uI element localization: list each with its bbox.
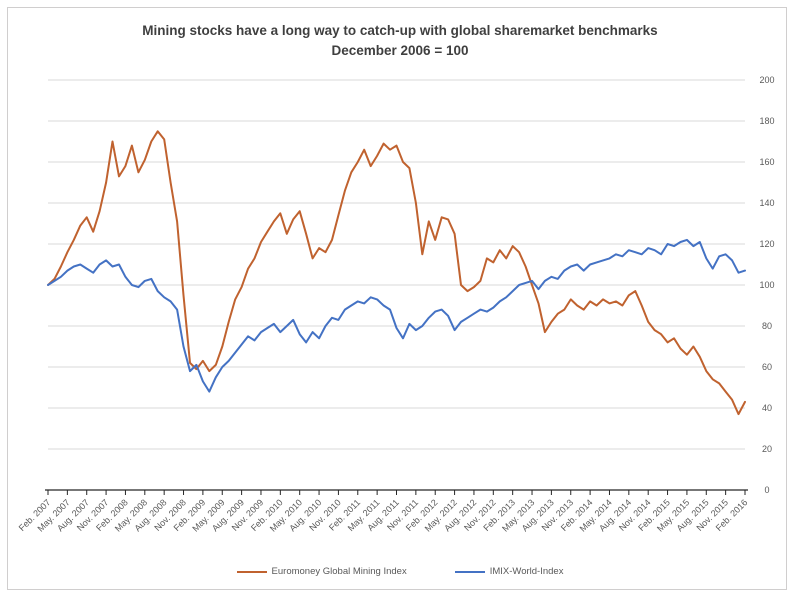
legend-label-world: IMIX-World-Index bbox=[489, 566, 564, 577]
y-axis-tick-label: 160 bbox=[759, 157, 774, 167]
y-axis-tick-label: 40 bbox=[762, 403, 772, 413]
y-axis-tick-label: 20 bbox=[762, 444, 772, 454]
legend-swatch-mining bbox=[236, 570, 267, 573]
y-axis-tick-label: 180 bbox=[759, 116, 774, 126]
y-axis-tick-label: 100 bbox=[759, 280, 774, 290]
series-line-0 bbox=[47, 130, 746, 416]
chart-title: Mining stocks have a long way to catch-u… bbox=[142, 23, 658, 38]
y-axis-tick-label: 140 bbox=[759, 198, 774, 208]
y-axis-tick-label: 200 bbox=[759, 75, 774, 85]
y-axis-tick-label: 120 bbox=[759, 239, 774, 249]
y-axis-tick-label: 80 bbox=[762, 321, 772, 331]
y-axis-tick-label: 60 bbox=[762, 362, 772, 372]
chart-subtitle: December 2006 = 100 bbox=[331, 43, 469, 58]
legend-item-mining: Euromoney Global Mining Index bbox=[236, 566, 407, 577]
chart-title-block: Mining stocks have a long way to catch-u… bbox=[0, 21, 800, 61]
chart-legend: Euromoney Global Mining Index IMIX-World… bbox=[0, 566, 800, 577]
legend-swatch-world bbox=[454, 570, 485, 573]
legend-item-world: IMIX-World-Index bbox=[454, 566, 564, 577]
legend-label-mining: Euromoney Global Mining Index bbox=[271, 566, 407, 577]
series-line-1 bbox=[47, 238, 746, 393]
y-axis-tick-label: 0 bbox=[764, 485, 769, 495]
